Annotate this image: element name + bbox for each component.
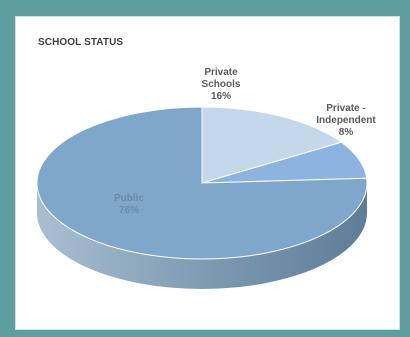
chart-title: SCHOOL STATUS — [38, 37, 124, 48]
chart-panel: SCHOOL STATUS Private Schools 16% Private -… — [15, 16, 400, 330]
pie-label-1: Private -Independent 8% — [316, 103, 376, 138]
pie-label-0: Private Schools 16% — [202, 67, 241, 102]
pie-label-2: Public 76% — [114, 193, 144, 216]
pie-chart: Private Schools 16% Private -Independent 8% P… — [36, 67, 376, 289]
pie-top — [36, 106, 368, 260]
pie-slice-private-schools — [201, 106, 342, 184]
pie-side-wall — [37, 183, 367, 289]
pie-labels: Private Schools 16% Private -Independent 8% P… — [114, 67, 376, 216]
pie-side — [37, 183, 367, 289]
pie-slice-public — [36, 106, 368, 260]
